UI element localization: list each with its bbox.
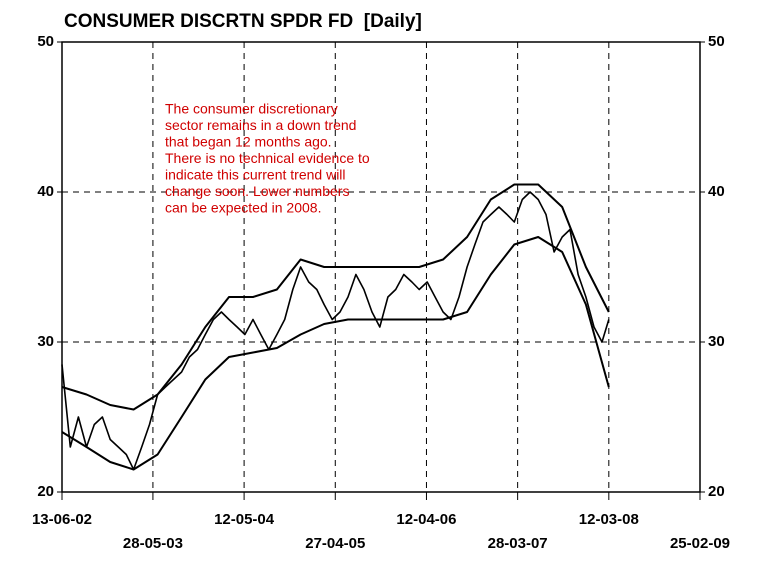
annotation-line: There is no technical evidence to	[165, 150, 370, 166]
x-tick-label: 28-03-07	[488, 535, 548, 552]
x-tick-label: 13-06-02	[32, 511, 92, 528]
annotation-line: can be expected in 2008.	[165, 200, 321, 216]
x-tick-label: 12-03-08	[579, 511, 639, 528]
annotation-line: change soon. Lower numbers	[165, 183, 349, 199]
chart-title: CONSUMER DISCRTN SPDR FD [Daily]	[64, 11, 422, 32]
x-tick-label: 27-04-05	[305, 535, 365, 552]
series-line	[61, 236, 610, 471]
y-tick-label: 30	[37, 333, 54, 350]
annotation-line: that began 12 months ago.	[165, 134, 332, 150]
y-tick-label-right: 40	[708, 183, 725, 200]
annotation-line: The consumer discretionary	[165, 101, 338, 117]
annotation-line: sector remains in a down trend	[165, 117, 356, 133]
series-line	[61, 191, 610, 471]
y-tick-label-right: 20	[708, 483, 725, 500]
y-tick-label: 50	[37, 33, 54, 50]
plot-frame	[61, 41, 701, 493]
annotation-line: indicate this current trend will	[165, 167, 346, 183]
y-tick-label: 20	[37, 483, 54, 500]
x-tick-label: 25-02-09	[670, 535, 730, 552]
y-tick-label: 40	[37, 183, 54, 200]
x-tick-label: 28-05-03	[123, 535, 183, 552]
series-line	[61, 183, 610, 411]
x-tick-label: 12-05-04	[214, 511, 275, 528]
x-tick-label: 12-04-06	[396, 511, 456, 528]
y-tick-label-right: 50	[708, 33, 725, 50]
y-tick-label-right: 30	[708, 333, 725, 350]
